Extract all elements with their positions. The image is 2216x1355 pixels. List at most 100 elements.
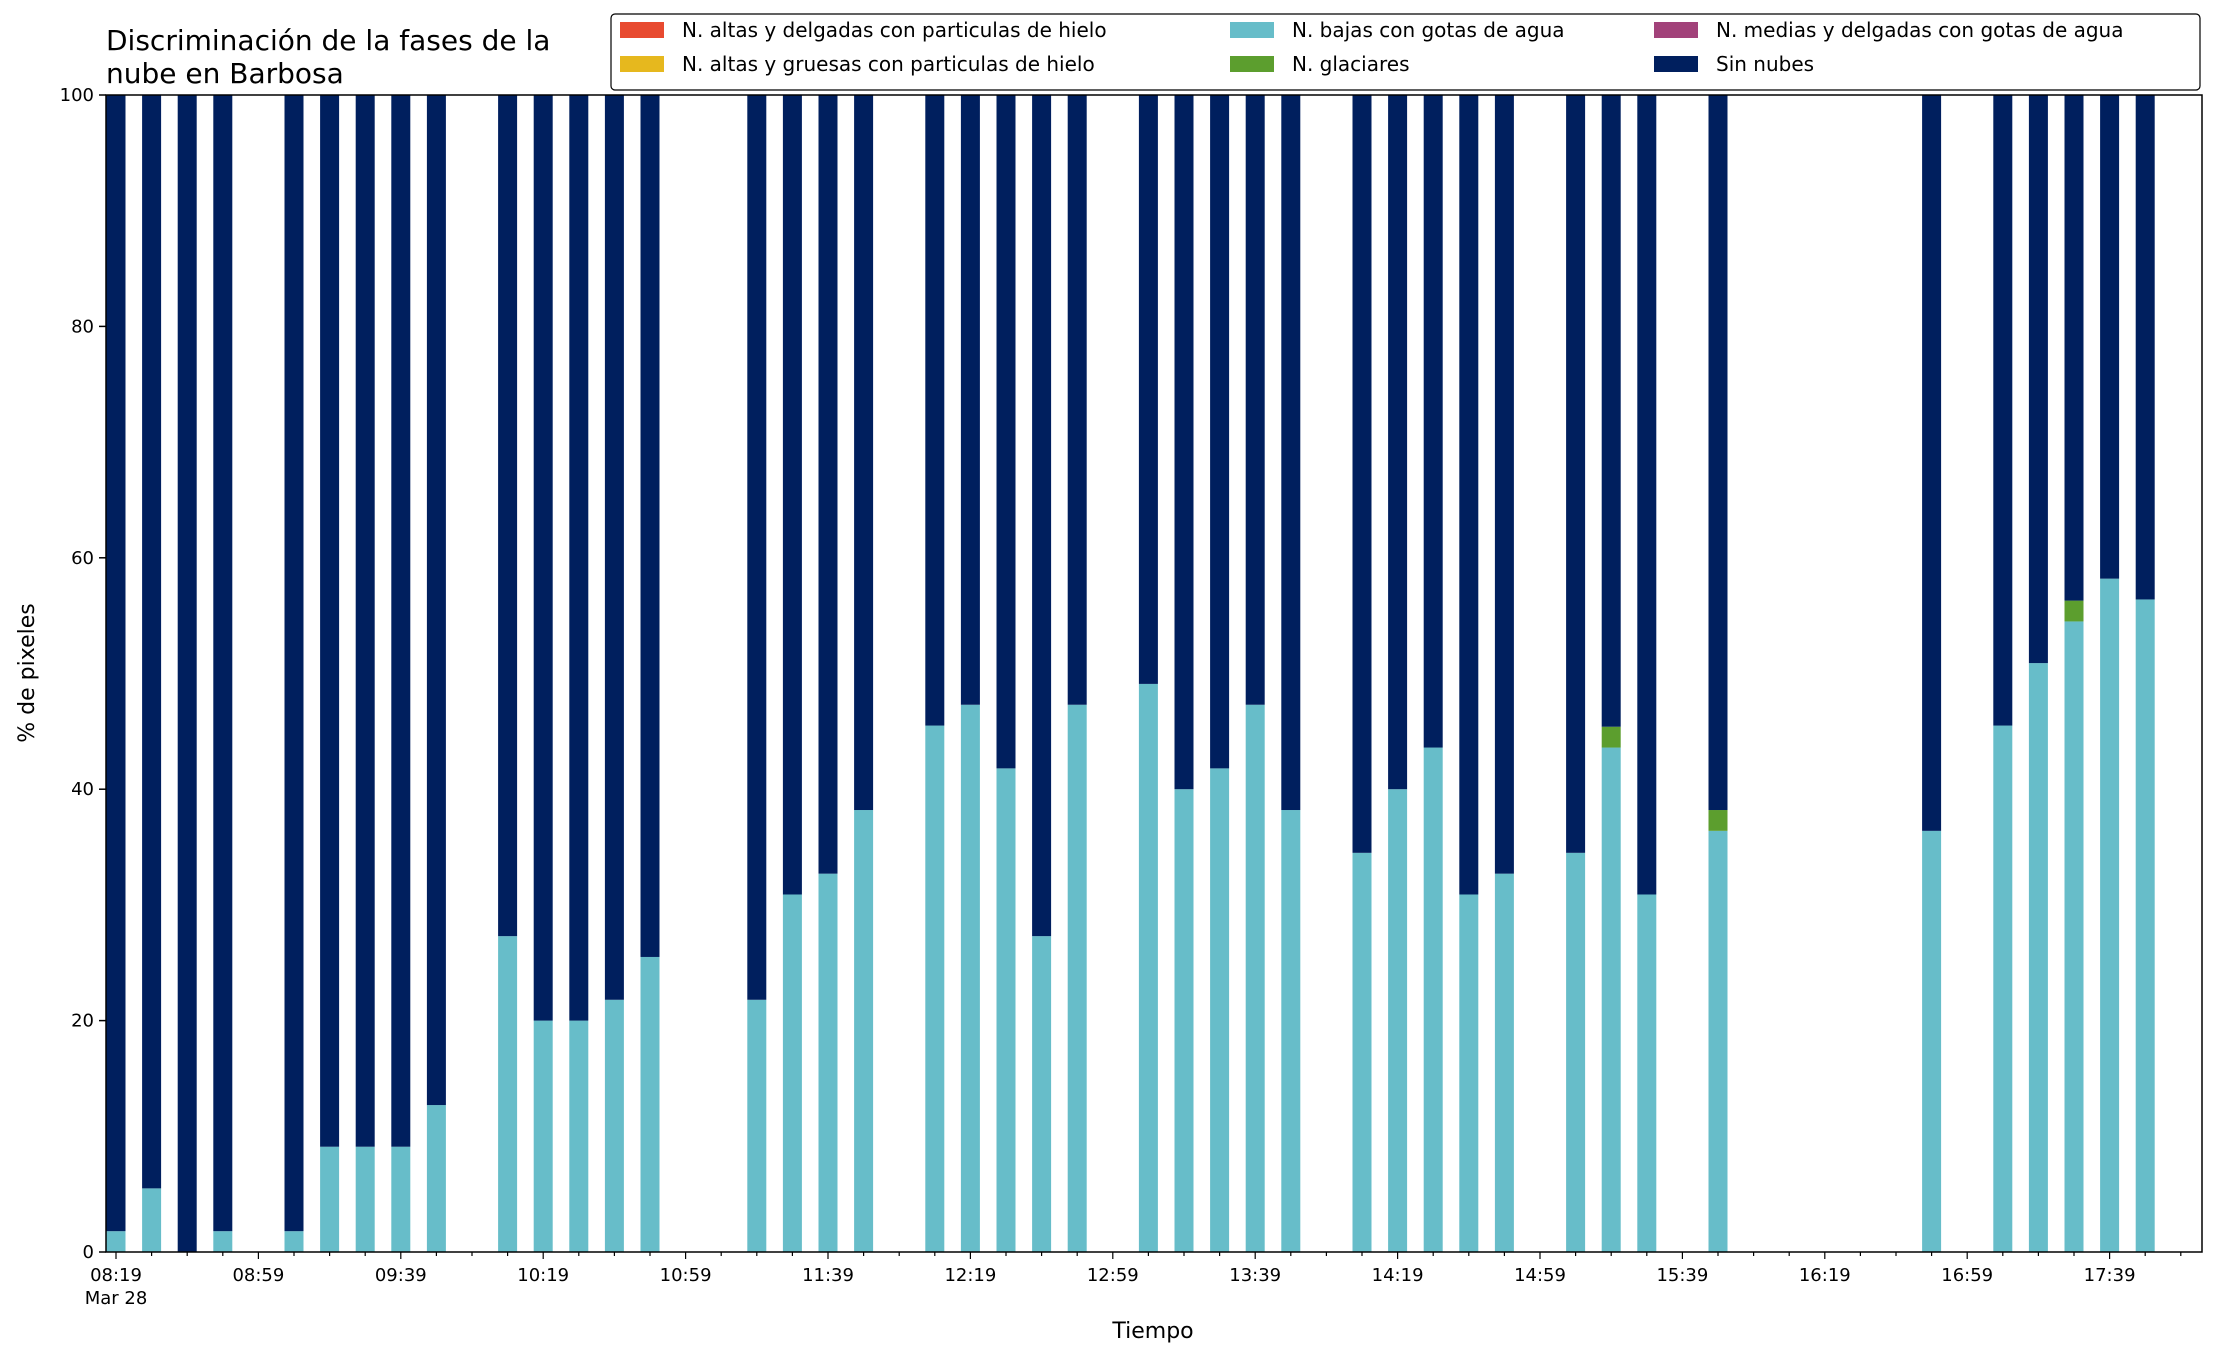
legend-label: N. medias y delgadas con gotas de agua <box>1716 18 2124 42</box>
bar-segment-sin-nubes <box>1637 95 1657 895</box>
bar-segment-bajas <box>1388 789 1408 1252</box>
legend-swatch <box>620 56 664 72</box>
chart-title-line-2: nube en Barbosa <box>106 57 344 90</box>
bar-segment-bajas <box>426 1105 446 1252</box>
bar-segment-bajas <box>2064 621 2084 1252</box>
x-tick-label: 10:59 <box>660 1265 712 1286</box>
bar-segment-bajas <box>960 704 980 1252</box>
bar-segment-sin-nubes <box>1352 95 1372 853</box>
bar-segment-sin-nubes <box>782 95 802 895</box>
bar-segment-sin-nubes <box>1459 95 1479 895</box>
bar-segment-bajas <box>106 1231 126 1252</box>
bar-segment-sin-nubes <box>2064 95 2084 601</box>
x-tick-label: 14:19 <box>1372 1265 1424 1286</box>
bar-segment-bajas <box>533 1020 553 1252</box>
bar-segment-bajas <box>1138 683 1158 1252</box>
bar-segment-sin-nubes <box>142 95 162 1189</box>
bar-segment-sin-nubes <box>1566 95 1586 853</box>
y-axis: 0 20 40 60 80 100 <box>60 85 106 1263</box>
x-tick-label: 09:39 <box>375 1265 427 1286</box>
bar-segment-bajas <box>2028 663 2048 1252</box>
bar-segment-sin-nubes <box>1032 95 1052 937</box>
bar-segment-bajas <box>320 1146 340 1252</box>
bar-segment-sin-nubes <box>533 95 553 1021</box>
bar-segment-bajas <box>142 1188 162 1252</box>
x-tick-label: 16:19 <box>1799 1265 1851 1286</box>
bar-segment-bajas <box>1708 830 1728 1252</box>
bar-segment-sin-nubes <box>1388 95 1408 790</box>
bar-segment-sin-nubes <box>1993 95 2013 726</box>
y-tick-label: 80 <box>71 316 94 337</box>
x-axis-label: Tiempo <box>1111 1319 1193 1344</box>
bar-segment-bajas <box>1993 725 2013 1252</box>
bar-segment-sin-nubes <box>1174 95 1194 790</box>
x-tick-label: 10:19 <box>517 1265 569 1286</box>
bar-segment-bajas <box>1637 894 1657 1252</box>
bar-segment-bajas <box>747 999 767 1252</box>
y-tick-label: 40 <box>71 779 94 800</box>
x-tick-label: 11:39 <box>802 1265 854 1286</box>
legend-label: N. bajas con gotas de agua <box>1292 18 1565 42</box>
bar-segment-bajas <box>1459 894 1479 1252</box>
bar-segment-bajas <box>1423 747 1443 1252</box>
bar-segment-bajas <box>1032 936 1052 1252</box>
chart-title-line-1: Discriminación de la fases de la <box>106 24 550 57</box>
bar-segment-bajas <box>498 936 518 1252</box>
bar-segment-bajas <box>213 1231 233 1252</box>
bar-segment-bajas <box>1352 852 1372 1252</box>
bar-segment-sin-nubes <box>391 95 411 1147</box>
bar-segment-sin-nubes <box>213 95 233 1232</box>
x-tick-label: 13:39 <box>1229 1265 1281 1286</box>
bar-segment-sin-nubes <box>960 95 980 705</box>
legend-swatch <box>1230 56 1274 72</box>
bar-segment-bajas <box>1174 789 1194 1252</box>
bar-segment-bajas <box>2100 578 2120 1252</box>
bar-segment-glaciares <box>1601 726 1621 748</box>
bar-segment-sin-nubes <box>818 95 838 874</box>
legend-label: Sin nubes <box>1716 52 1814 76</box>
bar-segment-sin-nubes <box>2028 95 2048 664</box>
bar-segment-sin-nubes <box>1245 95 1265 705</box>
bar-segment-sin-nubes <box>1067 95 1087 705</box>
bar-segment-bajas <box>355 1146 375 1252</box>
bar-segment-sin-nubes <box>1423 95 1443 748</box>
legend-swatch <box>1654 22 1698 38</box>
legend-label: N. altas y gruesas con particulas de hie… <box>682 52 1095 76</box>
bar-segment-bajas <box>284 1231 304 1252</box>
bar-segment-glaciares <box>1708 810 1728 831</box>
bar-segment-bajas <box>1281 810 1301 1252</box>
bar-segment-bajas <box>391 1146 411 1252</box>
bar-segment-bajas <box>1245 704 1265 1252</box>
bar-segment-sin-nubes <box>1210 95 1230 769</box>
bar-segment-bajas <box>854 810 874 1252</box>
y-tick-label: 20 <box>71 1011 94 1032</box>
bar-segment-sin-nubes <box>854 95 874 811</box>
bar-segment-sin-nubes <box>320 95 340 1147</box>
bar-segment-sin-nubes <box>747 95 767 1000</box>
bar-segment-bajas <box>1494 873 1514 1252</box>
bar-segment-sin-nubes <box>1494 95 1514 874</box>
bar-segment-sin-nubes <box>177 95 197 1252</box>
bar-segment-bajas <box>925 725 945 1252</box>
x-tick-label: 12:59 <box>1087 1265 1139 1286</box>
bar-segment-sin-nubes <box>106 95 126 1232</box>
x-tick-label: 14:59 <box>1514 1265 1566 1286</box>
x-tick-label: 12:19 <box>944 1265 996 1286</box>
bar-segment-sin-nubes <box>996 95 1016 769</box>
x-tick-label: 16:59 <box>1941 1265 1993 1286</box>
x-tick-label: 08:19 <box>90 1265 142 1286</box>
bar-segment-bajas <box>1067 704 1087 1252</box>
bar-segment-sin-nubes <box>2135 95 2155 600</box>
bar-segment-sin-nubes <box>355 95 375 1147</box>
bar-segment-bajas <box>604 999 624 1252</box>
bar-segment-sin-nubes <box>640 95 660 957</box>
legend-swatch <box>1230 22 1274 38</box>
bar-segment-sin-nubes <box>1708 95 1728 811</box>
bar-segment-bajas <box>996 768 1016 1252</box>
bar-segment-sin-nubes <box>1601 95 1621 727</box>
bar-segment-sin-nubes <box>1281 95 1301 811</box>
bar-segment-bajas <box>1566 852 1586 1252</box>
bar-segment-glaciares <box>2064 600 2084 622</box>
